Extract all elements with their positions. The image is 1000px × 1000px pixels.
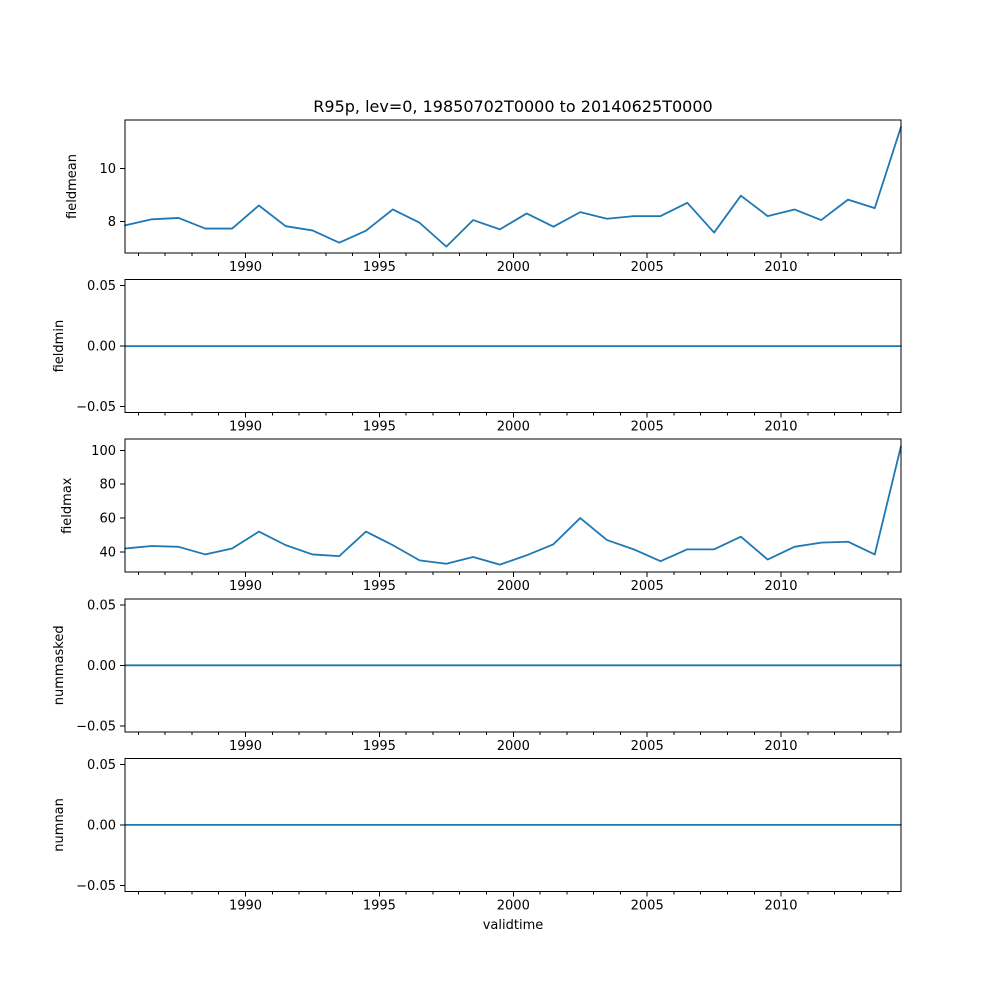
nummasked-xtick-label: 2005 xyxy=(631,739,664,754)
numnan-xtick-label: 1995 xyxy=(363,898,396,913)
fieldmin-xtick-label: 2010 xyxy=(764,420,797,435)
fieldmax-xtick-label: 2005 xyxy=(631,579,664,594)
fieldmax-series-line xyxy=(124,445,902,566)
numnan-xtick-label: 2010 xyxy=(764,898,797,913)
fieldmin-xtick-label: 1995 xyxy=(363,420,396,435)
fieldmax-xtick-label: 1990 xyxy=(229,579,262,594)
nummasked-xtick-label: 1990 xyxy=(229,739,262,754)
nummasked-ytick-label: 0.05 xyxy=(87,598,116,613)
fieldmax-ytick-label: 60 xyxy=(99,512,116,527)
fieldmean-xtick-label: 2010 xyxy=(764,260,797,275)
subplots-group: 8 10 1990 1995 2000 2005 2010 fieldmean 0.05 0.00… xyxy=(52,119,902,913)
fieldmax-ytick-label: 80 xyxy=(99,478,116,493)
fieldmean-xtick-label: 1990 xyxy=(229,260,262,275)
fieldmax-xtick-label: 2000 xyxy=(497,579,530,594)
numnan-xtick-label: 2000 xyxy=(497,898,530,913)
nummasked-xtick-label: 2000 xyxy=(497,739,530,754)
nummasked-ytick-label: 0.00 xyxy=(87,659,116,674)
nummasked-xtick-label: 2010 xyxy=(764,739,797,754)
fieldmin-xtick-label: 2005 xyxy=(631,420,664,435)
fieldmax-ytick-label: 100 xyxy=(91,444,116,459)
numnan-xtick-label: 2005 xyxy=(631,898,664,913)
fieldmax-ytick-label: 40 xyxy=(99,545,116,560)
fieldmin-xtick-label: 2000 xyxy=(497,420,530,435)
fieldmean-axes-frame xyxy=(124,119,902,254)
subplot-numnan: 0.05 0.00 −0.05 1990 1995 2000 2005 2010 numnan xyxy=(52,757,902,913)
fieldmax-xtick-label: 2010 xyxy=(764,579,797,594)
subplot-fieldmax: 40 60 80 100 1990 1995 2000 2005 2010 fieldmax xyxy=(60,438,902,594)
subplot-fieldmean: 8 10 1990 1995 2000 2005 2010 fieldmean xyxy=(65,119,902,275)
fieldmax-xtick-label: 1995 xyxy=(363,579,396,594)
fieldmean-xtick-label: 1995 xyxy=(363,260,396,275)
fieldmin-xtick-label: 1990 xyxy=(229,420,262,435)
subplot-nummasked: 0.05 0.00 −0.05 1990 1995 2000 2005 2010 nummask… xyxy=(52,598,902,754)
fieldmin-ytick-label: 0.00 xyxy=(87,340,116,355)
fieldmin-ytick-label: −0.05 xyxy=(76,400,116,415)
fieldmin-ytick-label: 0.05 xyxy=(87,279,116,294)
y-axis-label-fieldmax: fieldmax xyxy=(60,477,75,534)
nummasked-ytick-label: −0.05 xyxy=(76,719,116,734)
numnan-ytick-label: 0.05 xyxy=(87,758,116,773)
x-axis-label: validtime xyxy=(483,918,544,933)
numnan-ytick-label: −0.05 xyxy=(76,879,116,894)
y-axis-label-fieldmin: fieldmin xyxy=(52,320,67,373)
numnan-xtick-label: 1990 xyxy=(229,898,262,913)
fieldmean-ytick-label: 8 xyxy=(108,215,116,230)
fieldmean-xtick-label: 2005 xyxy=(631,260,664,275)
fieldmean-series-line xyxy=(124,126,902,248)
numnan-ytick-label: 0.00 xyxy=(87,818,116,833)
fieldmean-xtick-label: 2000 xyxy=(497,260,530,275)
y-axis-label-numnan: numnan xyxy=(52,798,67,852)
y-axis-label-nummasked: nummasked xyxy=(52,625,67,705)
y-axis-label-fieldmean: fieldmean xyxy=(65,154,80,219)
figure-title: R95p, lev=0, 19850702T0000 to 20140625T0… xyxy=(313,97,712,116)
fieldmean-ytick-label: 10 xyxy=(99,162,116,177)
subplot-fieldmin: 0.05 0.00 −0.05 1990 1995 2000 2005 2010 fieldmi… xyxy=(52,279,902,435)
nummasked-xtick-label: 1995 xyxy=(363,739,396,754)
